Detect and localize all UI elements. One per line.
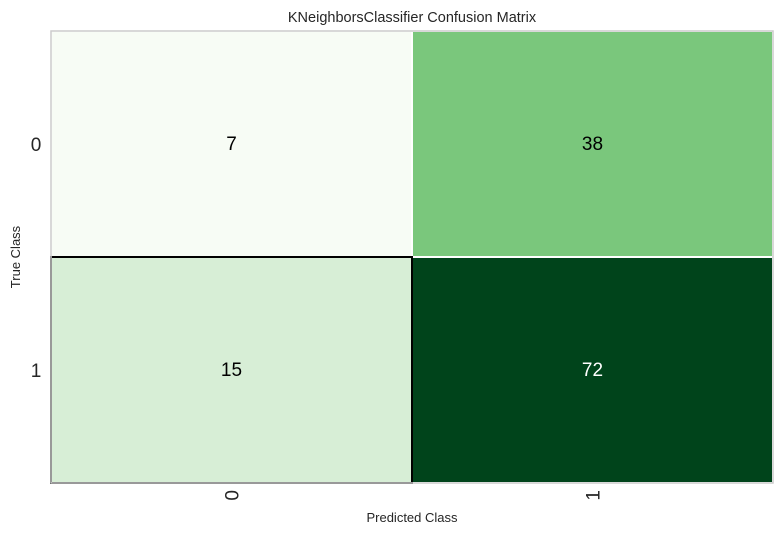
y-tick-label: 0 (31, 135, 42, 156)
heatmap-cell-0-0 (50, 30, 413, 258)
cell-value-label: 38 (582, 134, 603, 155)
x-axis-label: Predicted Class (366, 510, 458, 525)
cell-value-label: 15 (221, 360, 242, 381)
x-tick-label: 0 (223, 490, 244, 501)
heatmap-cell-0-1 (411, 30, 774, 258)
heatmap-cell-1-1 (411, 256, 774, 484)
x-tick-label: 1 (584, 490, 605, 501)
cell-value-label: 7 (226, 134, 237, 155)
y-tick-label: 1 (31, 361, 42, 382)
cell-value-label: 72 (582, 360, 603, 381)
plot-frame (50, 30, 774, 484)
y-axis-label: True Class (8, 225, 23, 288)
chart-title: KNeighborsClassifier Confusion Matrix (288, 10, 537, 26)
heatmap-cells: 7 38 15 72 (50, 30, 774, 484)
tick-labels: 0 1 0 1 (31, 135, 605, 501)
